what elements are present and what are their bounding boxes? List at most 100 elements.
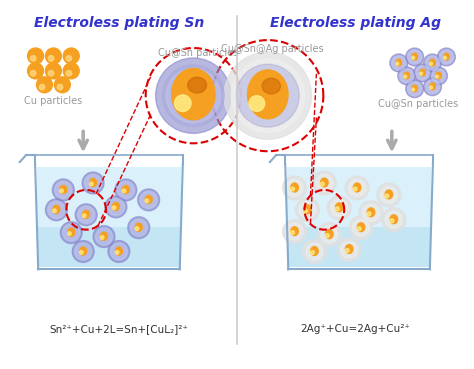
Circle shape	[398, 67, 416, 85]
Circle shape	[385, 211, 402, 228]
Ellipse shape	[68, 228, 75, 236]
Circle shape	[283, 220, 307, 244]
Circle shape	[64, 48, 79, 64]
Ellipse shape	[367, 208, 375, 217]
Circle shape	[444, 56, 447, 59]
Circle shape	[359, 201, 383, 225]
Ellipse shape	[326, 230, 333, 239]
Circle shape	[231, 59, 304, 132]
Circle shape	[108, 198, 125, 215]
Circle shape	[390, 54, 408, 72]
Ellipse shape	[112, 202, 119, 210]
Ellipse shape	[100, 232, 108, 240]
Circle shape	[303, 209, 308, 213]
Circle shape	[155, 58, 231, 133]
Circle shape	[367, 212, 371, 216]
Text: Cu particles: Cu particles	[24, 96, 82, 106]
Circle shape	[115, 251, 119, 254]
Circle shape	[27, 63, 44, 79]
Circle shape	[414, 64, 431, 82]
Circle shape	[429, 67, 447, 85]
Circle shape	[406, 48, 424, 66]
Text: Electroless plating Ag: Electroless plating Ag	[270, 16, 441, 30]
Circle shape	[63, 224, 80, 241]
Circle shape	[341, 241, 358, 258]
Circle shape	[404, 75, 407, 78]
Circle shape	[174, 95, 191, 111]
Ellipse shape	[430, 83, 435, 90]
Ellipse shape	[116, 247, 122, 255]
Circle shape	[392, 56, 406, 70]
Ellipse shape	[430, 59, 435, 66]
Ellipse shape	[444, 53, 449, 60]
Circle shape	[396, 62, 399, 65]
Circle shape	[30, 56, 36, 61]
Circle shape	[53, 179, 74, 201]
Ellipse shape	[320, 178, 328, 187]
Ellipse shape	[291, 183, 298, 192]
Ellipse shape	[291, 227, 298, 235]
Circle shape	[166, 69, 220, 123]
Circle shape	[426, 80, 439, 94]
Ellipse shape	[420, 69, 426, 76]
Circle shape	[60, 189, 64, 193]
Text: Electroless plating Sn: Electroless plating Sn	[34, 16, 204, 30]
Circle shape	[110, 243, 128, 260]
Circle shape	[48, 56, 54, 61]
Ellipse shape	[82, 210, 90, 218]
Circle shape	[296, 198, 319, 222]
Circle shape	[429, 62, 432, 65]
Circle shape	[78, 206, 95, 223]
Circle shape	[112, 206, 116, 210]
Circle shape	[128, 217, 150, 239]
Circle shape	[312, 171, 336, 195]
Circle shape	[237, 64, 299, 127]
Circle shape	[335, 207, 339, 211]
Circle shape	[337, 238, 361, 261]
Text: Cu@Sn particles: Cu@Sn particles	[158, 48, 238, 58]
Circle shape	[400, 69, 414, 83]
Circle shape	[299, 201, 316, 218]
Ellipse shape	[80, 247, 87, 255]
Ellipse shape	[412, 53, 418, 60]
Ellipse shape	[404, 72, 410, 79]
Circle shape	[135, 227, 139, 230]
Circle shape	[320, 182, 324, 186]
Circle shape	[408, 82, 421, 96]
Circle shape	[64, 63, 79, 79]
Circle shape	[318, 223, 341, 246]
Ellipse shape	[396, 59, 401, 66]
Ellipse shape	[436, 72, 441, 79]
Circle shape	[438, 48, 456, 66]
Ellipse shape	[247, 70, 288, 119]
Circle shape	[60, 222, 82, 244]
Circle shape	[163, 65, 224, 127]
Circle shape	[36, 77, 53, 93]
Circle shape	[291, 187, 294, 191]
Ellipse shape	[310, 246, 318, 255]
Circle shape	[286, 179, 303, 197]
Ellipse shape	[90, 179, 97, 187]
Circle shape	[68, 232, 71, 235]
Circle shape	[325, 234, 329, 238]
Circle shape	[75, 204, 97, 226]
FancyBboxPatch shape	[287, 227, 431, 267]
Circle shape	[140, 192, 157, 208]
Circle shape	[390, 219, 394, 223]
Circle shape	[349, 216, 373, 239]
Ellipse shape	[262, 78, 281, 94]
Circle shape	[46, 63, 61, 79]
Circle shape	[436, 75, 438, 78]
Circle shape	[302, 239, 326, 263]
Circle shape	[345, 249, 349, 252]
Circle shape	[416, 66, 429, 80]
Circle shape	[291, 231, 294, 235]
Circle shape	[53, 209, 56, 213]
Circle shape	[283, 176, 307, 200]
Circle shape	[439, 50, 453, 64]
Circle shape	[48, 70, 54, 76]
Circle shape	[331, 199, 348, 216]
Circle shape	[66, 56, 72, 61]
Text: Sn²⁺+Cu+2L=Sn+[CuL₂]²⁺: Sn²⁺+Cu+2L=Sn+[CuL₂]²⁺	[49, 324, 188, 334]
Circle shape	[90, 182, 93, 186]
